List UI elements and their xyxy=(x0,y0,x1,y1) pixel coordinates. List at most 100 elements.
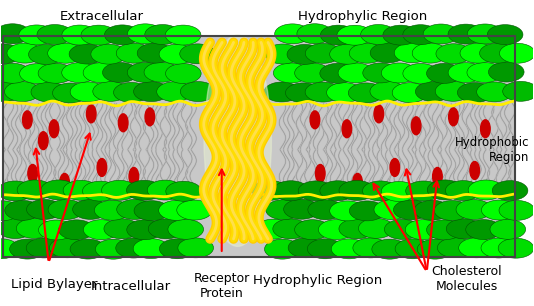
Circle shape xyxy=(337,25,373,45)
Circle shape xyxy=(0,181,33,201)
Circle shape xyxy=(412,43,448,63)
Circle shape xyxy=(288,238,324,258)
Circle shape xyxy=(499,200,534,220)
Circle shape xyxy=(0,239,19,259)
Circle shape xyxy=(0,24,30,44)
Circle shape xyxy=(403,64,438,84)
Circle shape xyxy=(31,82,67,102)
Circle shape xyxy=(145,24,180,44)
Circle shape xyxy=(177,200,213,220)
Circle shape xyxy=(147,180,183,200)
Bar xyxy=(3,36,515,257)
Circle shape xyxy=(466,220,501,240)
Circle shape xyxy=(20,64,55,84)
Ellipse shape xyxy=(87,105,96,123)
Circle shape xyxy=(166,25,201,45)
Circle shape xyxy=(370,81,406,101)
Circle shape xyxy=(436,44,472,64)
Circle shape xyxy=(417,239,453,259)
Circle shape xyxy=(37,24,73,44)
Ellipse shape xyxy=(449,108,458,126)
Circle shape xyxy=(166,64,201,84)
Circle shape xyxy=(434,200,470,220)
Circle shape xyxy=(305,82,341,102)
Circle shape xyxy=(63,180,99,200)
Circle shape xyxy=(83,220,119,240)
Circle shape xyxy=(349,43,385,63)
Text: Lipid Bylayer: Lipid Bylayer xyxy=(11,278,98,291)
Circle shape xyxy=(339,181,375,200)
Circle shape xyxy=(101,180,137,200)
Circle shape xyxy=(134,82,169,102)
Circle shape xyxy=(133,239,169,259)
Circle shape xyxy=(264,82,300,102)
Circle shape xyxy=(374,200,410,220)
Circle shape xyxy=(70,239,106,259)
Circle shape xyxy=(499,43,534,63)
Ellipse shape xyxy=(310,111,320,129)
Circle shape xyxy=(48,200,84,219)
Circle shape xyxy=(459,238,494,258)
Circle shape xyxy=(477,82,512,102)
Circle shape xyxy=(38,220,74,240)
Circle shape xyxy=(372,239,407,259)
Circle shape xyxy=(127,180,162,200)
Circle shape xyxy=(273,219,309,239)
Circle shape xyxy=(81,25,116,45)
Ellipse shape xyxy=(38,132,48,150)
Circle shape xyxy=(427,180,463,200)
Circle shape xyxy=(427,63,462,83)
Circle shape xyxy=(446,219,482,239)
Circle shape xyxy=(5,200,41,220)
Ellipse shape xyxy=(411,117,421,135)
Circle shape xyxy=(103,62,138,82)
Ellipse shape xyxy=(481,120,490,138)
Circle shape xyxy=(50,238,85,258)
Circle shape xyxy=(284,199,319,219)
Circle shape xyxy=(266,200,301,220)
Circle shape xyxy=(329,201,365,221)
Circle shape xyxy=(403,25,438,45)
Circle shape xyxy=(448,63,484,83)
Ellipse shape xyxy=(22,111,32,129)
Circle shape xyxy=(492,181,528,200)
Circle shape xyxy=(105,25,140,45)
Circle shape xyxy=(41,180,77,200)
Circle shape xyxy=(456,200,492,219)
Circle shape xyxy=(448,24,484,44)
Circle shape xyxy=(0,63,30,83)
Circle shape xyxy=(0,201,20,221)
Circle shape xyxy=(0,44,21,64)
Circle shape xyxy=(159,239,195,259)
Circle shape xyxy=(394,200,429,220)
Circle shape xyxy=(427,220,462,240)
Circle shape xyxy=(381,181,417,201)
Circle shape xyxy=(96,239,131,259)
Circle shape xyxy=(423,24,459,44)
Ellipse shape xyxy=(204,35,271,246)
Circle shape xyxy=(0,82,22,102)
Circle shape xyxy=(489,62,524,82)
Text: Hydrophobic
Region: Hydrophobic Region xyxy=(455,136,530,164)
Circle shape xyxy=(468,180,504,200)
Circle shape xyxy=(62,63,97,83)
Circle shape xyxy=(297,24,333,44)
Circle shape xyxy=(392,83,428,103)
Circle shape xyxy=(114,82,149,103)
Circle shape xyxy=(28,44,64,64)
Circle shape xyxy=(353,238,389,258)
Ellipse shape xyxy=(374,105,383,123)
Circle shape xyxy=(381,63,417,83)
Circle shape xyxy=(348,83,384,103)
Ellipse shape xyxy=(390,159,399,176)
Circle shape xyxy=(144,62,179,82)
Circle shape xyxy=(338,63,374,83)
Circle shape xyxy=(10,239,45,259)
Circle shape xyxy=(116,43,152,63)
Circle shape xyxy=(445,181,481,200)
Circle shape xyxy=(273,63,309,83)
Circle shape xyxy=(166,181,201,201)
Circle shape xyxy=(308,200,343,220)
Text: Cholesterol
Molecules: Cholesterol Molecules xyxy=(431,265,502,293)
Circle shape xyxy=(339,219,374,239)
